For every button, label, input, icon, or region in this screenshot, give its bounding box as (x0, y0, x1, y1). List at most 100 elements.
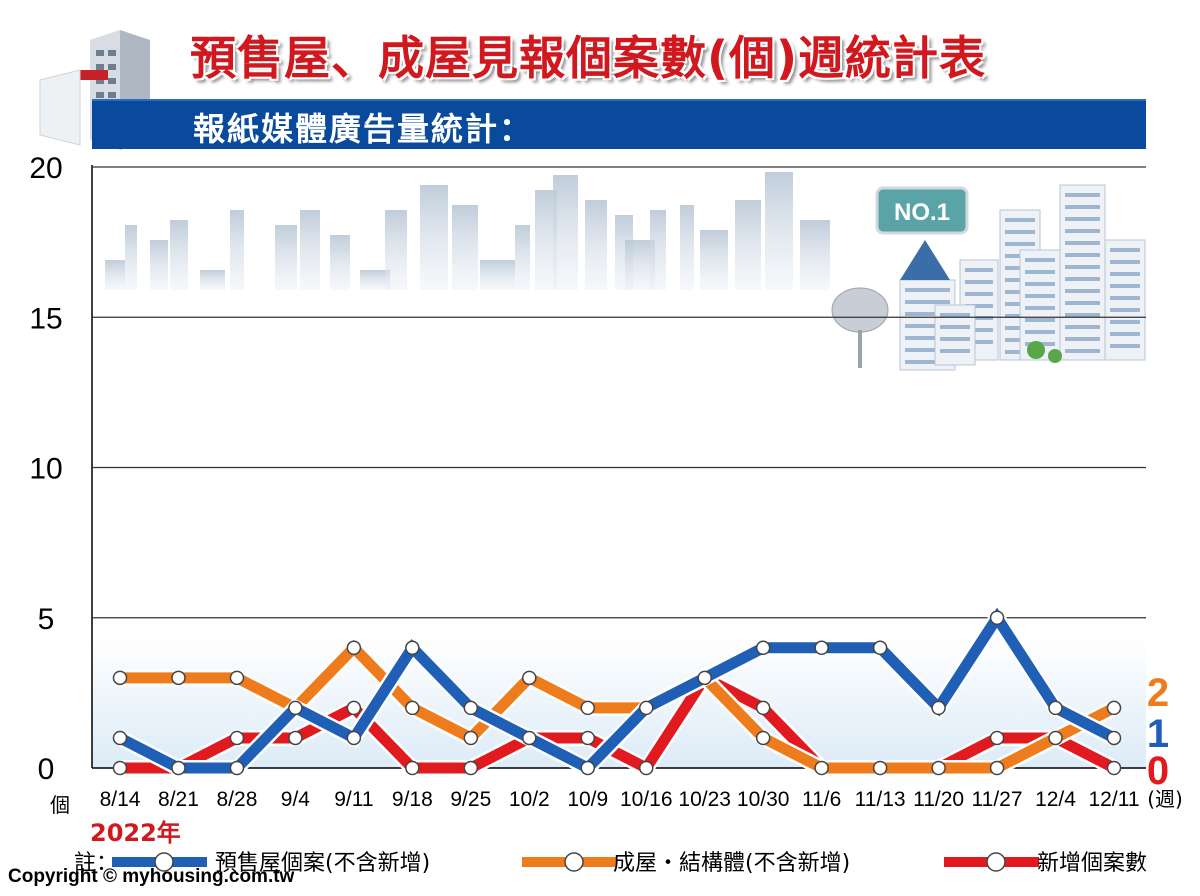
data-point (522, 730, 537, 746)
data-point (112, 670, 128, 686)
x-tick-label: 9/25 (450, 788, 491, 811)
skyline-building (452, 205, 478, 290)
x-tick-label: 9/4 (281, 788, 311, 811)
series-line (120, 639, 1117, 774)
building-windows (1005, 242, 1035, 246)
no1-sign-text: NO.1 (894, 199, 950, 226)
data-point (931, 760, 946, 776)
building-windows (1065, 229, 1100, 233)
skyline-building (700, 230, 728, 290)
legend-marker (154, 852, 174, 872)
legend-marker (564, 852, 584, 872)
data-point (989, 730, 1005, 746)
data-point (288, 700, 303, 716)
building-windows (965, 280, 993, 284)
building-windows (1110, 272, 1140, 276)
skyline-building (330, 235, 350, 290)
building-windows (965, 292, 993, 296)
data-point (755, 700, 771, 716)
skyline-building (385, 210, 407, 290)
city-building (1059, 184, 1106, 361)
building-windows (1065, 313, 1100, 317)
building-windows (965, 316, 993, 320)
end-labels: 12 0 (1147, 671, 1169, 793)
data-point (872, 760, 888, 776)
data-point (112, 730, 128, 746)
building-windows (965, 340, 993, 344)
copyright: Copyright © myhousing.com.tw (8, 866, 295, 887)
skyline-building (735, 200, 761, 290)
building-windows (1065, 193, 1100, 197)
page-title: 預售屋、成屋見報個案數(個)週統計表 (190, 31, 987, 85)
city-building (1019, 249, 1061, 361)
legend-item-existing: 成屋・結構體(不含新增) (522, 851, 850, 876)
data-point (1048, 700, 1063, 716)
x-tick-label: 10/9 (567, 788, 608, 811)
note-label: 註： (74, 851, 118, 876)
data-point (405, 640, 420, 656)
data-point (1048, 730, 1063, 746)
data-point (463, 760, 479, 776)
data-point (112, 760, 128, 776)
building-windows (1110, 344, 1140, 348)
building-windows (1025, 270, 1055, 274)
building-windows (905, 336, 950, 340)
building-windows (1065, 289, 1100, 293)
building-windows (1065, 337, 1100, 341)
building-windows (1110, 284, 1140, 288)
data-point (638, 760, 654, 776)
building-windows (1110, 308, 1140, 312)
data-point (872, 640, 888, 656)
tower-roof (900, 240, 950, 280)
data-point (346, 640, 362, 656)
x-tick-label: 8/14 (100, 788, 141, 811)
building-windows (965, 268, 993, 272)
data-point (1106, 730, 1122, 746)
data-point (405, 760, 420, 776)
building-windows (905, 360, 950, 364)
x-tick-label: 10/30 (737, 788, 790, 811)
series-layer (112, 603, 1122, 779)
x-tick-label: 8/28 (217, 788, 258, 811)
series-presale (112, 603, 1122, 778)
skyline-building (300, 210, 320, 290)
legend-label: 成屋・結構體(不含新增) (613, 851, 850, 876)
data-point (755, 730, 771, 746)
data-point (229, 730, 245, 746)
x-tick-label: 12/11 (1089, 788, 1140, 811)
skyline-building (420, 185, 448, 290)
y-tick-label: 0 (38, 753, 55, 786)
building-windows (905, 324, 950, 328)
x-tick-label: 10/16 (620, 788, 673, 811)
year-label: 2022年 (90, 819, 181, 847)
data-point (580, 760, 596, 776)
building-windows (1065, 241, 1100, 245)
building-windows (1065, 349, 1100, 353)
skyline-building (480, 260, 515, 290)
building-windows (905, 300, 950, 304)
data-point (229, 760, 245, 776)
skyline-building (585, 200, 607, 290)
building-windows (1110, 296, 1140, 300)
skyline-building (105, 260, 125, 290)
building-windows (1065, 217, 1100, 221)
y-tick-label: 5 (38, 603, 55, 636)
data-point (171, 670, 186, 686)
data-point (229, 670, 245, 686)
building-windows (1110, 332, 1140, 336)
data-point (580, 700, 596, 716)
no1-sign (875, 186, 969, 235)
end-label-new: 0 (1147, 749, 1169, 793)
x-tick-label: 11/20 (913, 788, 964, 811)
skyline-building (800, 220, 830, 290)
data-point (814, 760, 829, 776)
building-windows (905, 288, 950, 292)
data-point (288, 730, 303, 746)
building-windows (1065, 325, 1100, 329)
building-windows (1065, 253, 1100, 257)
x-tick-label: 11/27 (972, 788, 1023, 811)
x-axis-ticks: 8/14 8/21 8/28 9/4 9/11 9/18 9/25 10/2 10/9 10/16… (100, 788, 1140, 811)
skyline-building (125, 225, 137, 290)
x-tick-label: 8/21 (158, 788, 199, 811)
x-tick-label: 11/13 (855, 788, 906, 811)
